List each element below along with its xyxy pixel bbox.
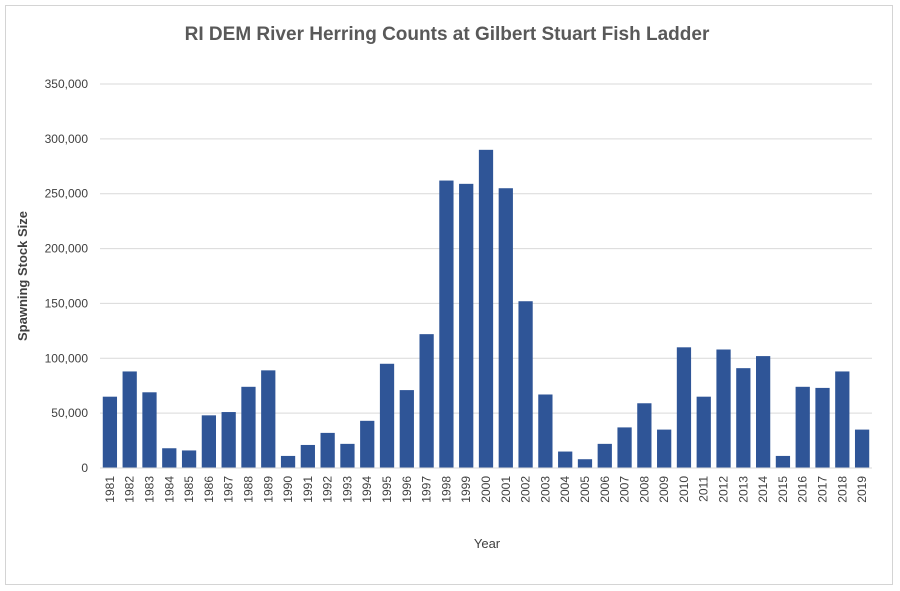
bar-1996	[399, 390, 414, 468]
x-tick-label: 1985	[182, 476, 196, 503]
y-axis-tick-labels: 0 50,000 100,000 150,000 200,000 250,000 300,0…	[45, 77, 89, 475]
bar-1997	[419, 334, 434, 468]
x-tick-label: 2007	[618, 476, 632, 503]
y-tick-label: 350,000	[45, 77, 89, 91]
chart-title: RI DEM River Herring Counts at Gilbert S…	[185, 24, 710, 45]
bar-1992	[320, 432, 335, 468]
x-tick-label: 2014	[756, 476, 770, 503]
x-tick-label: 2006	[598, 476, 612, 503]
bar-2006	[597, 443, 612, 468]
x-tick-label: 2003	[538, 476, 552, 503]
x-tick-label: 2001	[499, 476, 513, 503]
bar-1989	[261, 370, 276, 468]
bar-2011	[696, 396, 711, 468]
bar-2000	[478, 149, 494, 469]
x-tick-label: 1986	[202, 476, 216, 503]
bar-1984	[162, 448, 177, 468]
x-tick-label: 2012	[717, 476, 731, 503]
bar-1988	[241, 386, 256, 468]
bar-2001	[498, 188, 513, 468]
x-tick-label: 1992	[321, 476, 335, 503]
x-tick-label: 2009	[657, 476, 671, 503]
x-tick-label: 1995	[380, 476, 394, 503]
bar-2012	[716, 349, 731, 468]
x-tick-label: 2018	[835, 476, 849, 503]
bar-1985	[181, 450, 197, 468]
x-tick-label: 1983	[142, 476, 156, 503]
x-tick-label: 2016	[796, 476, 810, 503]
x-tick-label: 1994	[360, 476, 374, 503]
x-tick-label: 2017	[816, 476, 830, 503]
bar-1999	[459, 183, 474, 468]
y-tick-label: 300,000	[45, 132, 89, 146]
x-tick-label: 2005	[578, 476, 592, 503]
x-tick-label: 2008	[637, 476, 651, 503]
x-tick-label: 1990	[281, 476, 295, 503]
bar-2013	[736, 368, 751, 468]
x-tick-label: 1989	[261, 476, 275, 503]
bar-1991	[300, 444, 315, 468]
y-tick-label: 0	[81, 461, 88, 475]
bar-2010	[676, 347, 692, 468]
bar-1986	[201, 415, 216, 468]
x-tick-label: 2015	[776, 476, 790, 503]
bar-2002	[518, 301, 533, 468]
bar-1982	[122, 371, 137, 468]
x-axis-title: Year	[474, 536, 501, 551]
x-tick-label: 1988	[241, 476, 255, 503]
x-tick-label: 2011	[697, 476, 711, 502]
x-tick-label: 1981	[103, 476, 117, 503]
x-tick-label: 1987	[222, 476, 236, 503]
x-tick-label: 1984	[162, 476, 176, 503]
x-tick-label: 1997	[420, 476, 434, 503]
y-tick-label: 100,000	[45, 351, 89, 365]
bar-2004	[558, 451, 573, 468]
x-tick-label: 2013	[736, 476, 750, 503]
bar-1998	[439, 180, 454, 468]
y-axis-title: Spawning Stock Size	[15, 211, 30, 341]
bar-1987	[221, 412, 236, 468]
y-tick-label: 50,000	[51, 406, 88, 420]
x-tick-label: 1993	[340, 476, 354, 503]
bar-2018	[835, 371, 850, 468]
bar-2014	[756, 356, 771, 468]
bar-2017	[815, 387, 830, 468]
x-tick-label: 2000	[479, 476, 493, 503]
y-tick-label: 200,000	[45, 242, 89, 256]
bars	[102, 149, 870, 469]
y-tick-label: 150,000	[45, 296, 89, 310]
bar-2019	[854, 429, 870, 468]
bar-1993	[340, 443, 355, 468]
x-tick-label: 2004	[558, 476, 572, 503]
bar-2009	[657, 429, 672, 468]
bar-1994	[360, 420, 375, 468]
bar-1990	[280, 455, 296, 468]
bar-2016	[795, 386, 810, 468]
bar-2007	[617, 427, 632, 468]
bar-1995	[379, 363, 395, 468]
x-tick-label: 1991	[301, 476, 315, 503]
bar-1983	[142, 392, 157, 468]
bar-2015	[775, 455, 791, 468]
x-tick-label: 1982	[123, 476, 137, 503]
y-tick-label: 250,000	[45, 187, 89, 201]
x-tick-label: 2010	[677, 476, 691, 503]
x-tick-label: 1998	[439, 476, 453, 503]
bar-2008	[637, 403, 652, 468]
x-axis-tick-labels: 1981 1982 1983 1984 1985 1986 1987 1988 1989 1990…	[103, 476, 869, 503]
x-tick-label: 1996	[400, 476, 414, 503]
bar-2005	[577, 459, 593, 468]
bar-1981	[102, 396, 118, 468]
x-tick-label: 2019	[855, 476, 869, 503]
x-tick-label: 2002	[519, 476, 533, 503]
bar-2003	[538, 394, 553, 468]
x-tick-label: 1999	[459, 476, 473, 503]
